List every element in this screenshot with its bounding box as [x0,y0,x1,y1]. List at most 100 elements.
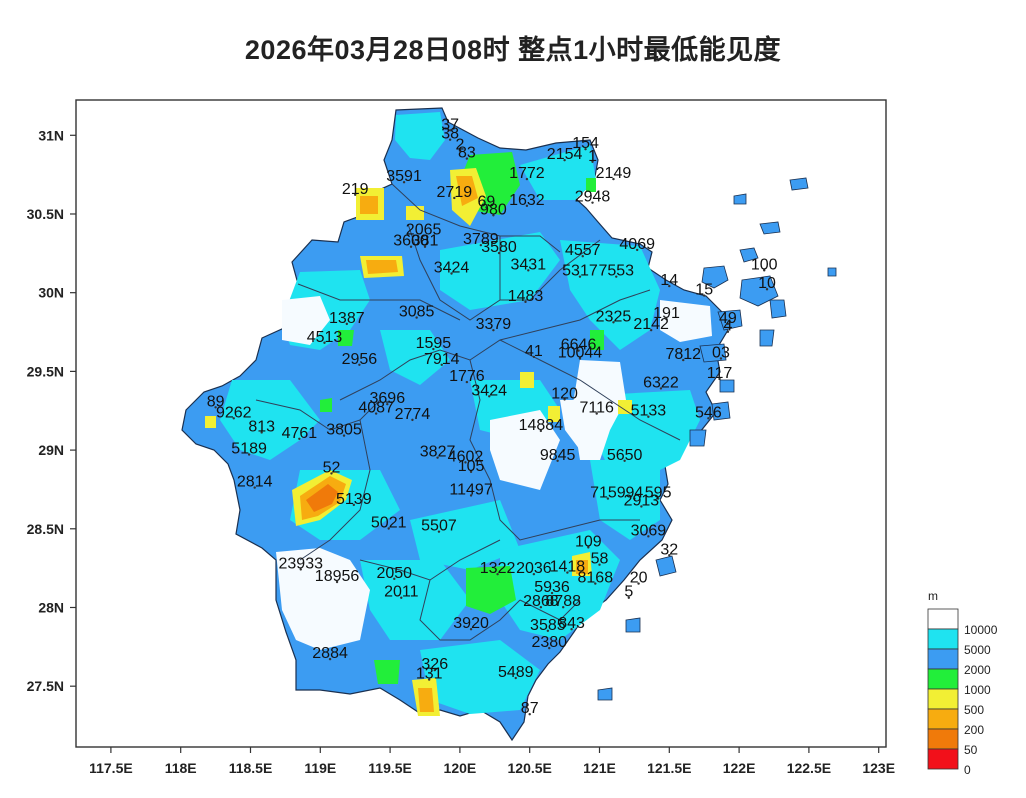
legend-swatch [927,728,959,750]
station-marker [532,355,536,359]
station-marker [587,546,590,549]
station-marker [566,571,569,574]
station-value-label: 4087 [358,400,394,417]
x-tick-label: 119E [304,760,336,776]
station-value-label: 3591 [386,168,422,185]
station-marker [247,453,251,456]
station-value-label: 2142 [633,316,669,333]
station-value-label: 10044 [558,345,603,362]
station-value-label: 7159 [590,485,626,502]
station-value-label: 109 [575,533,602,550]
station-value-label: 4557 [565,242,601,259]
legend-label: 2000 [964,663,991,677]
station-value-label: 8168 [578,570,614,587]
station-value-label: 2050 [376,565,412,582]
station-marker [465,380,469,384]
station-value-label: 37 [441,116,459,133]
station-value-label: 2065 [406,222,442,239]
station-value-label: 1632 [509,192,545,209]
station-value-label: 5189 [231,441,267,458]
station-marker [232,417,235,420]
legend-swatch [927,748,959,770]
station-value-label: 38 [441,126,459,143]
station-value-label: 49 [719,310,737,327]
station-marker [386,402,389,406]
visibility-50-band [306,484,338,512]
station-value-label: 11497 [449,481,492,498]
station-marker [570,628,573,631]
station-marker [432,347,435,351]
station-value-label: 117 [707,365,733,382]
station-marker [563,398,566,401]
station-marker [556,459,559,463]
legend-swatch [927,668,959,690]
station-value-label: 3789 [463,231,499,248]
station-marker [485,206,488,209]
station-marker [719,357,723,360]
station-value-label: 546 [695,404,722,421]
x-tick-label: 123E [862,760,895,776]
station-value-label: 3424 [434,260,470,277]
station-value-label: 15 [695,282,713,299]
station-marker [546,629,550,633]
station-value-label: 1387 [329,310,365,327]
station-value-label: 1772 [509,165,545,182]
station-value-label: 2149 [596,165,632,182]
y-tick-label: 30N [38,285,64,301]
station-marker [415,316,418,319]
station-marker [437,530,441,533]
station-marker [335,580,339,584]
station-value-label: 5139 [336,491,372,508]
x-tick-label: 120.5E [508,760,552,776]
station-value-label: 23933 [279,555,324,572]
x-tick-label: 117.5E [89,760,133,776]
station-value-label: 5507 [421,518,457,535]
legend-swatch [927,648,959,670]
station-value-label: 3696 [370,390,406,407]
station-marker [469,470,473,474]
station-value-label: 94 [626,485,644,502]
station-value-label: 1418 [550,559,586,576]
station-value-label: 87 [521,700,539,717]
y-tick-label: 28.5N [27,521,64,537]
station-marker [479,243,483,247]
station-marker [726,322,730,326]
station-value-label: 41 [525,343,543,360]
y-tick-label: 30.5N [27,206,64,222]
station-value-label: 5021 [371,514,407,531]
station-marker [433,668,436,672]
station-marker [323,341,326,344]
station-value-label: 3600 [393,233,429,250]
y-tick-label: 28N [38,599,64,615]
station-marker [539,429,543,433]
station-marker [450,272,453,275]
station-value-label: 4761 [282,425,318,442]
station-marker [409,245,413,248]
station-value-label: 2948 [575,189,611,206]
station-marker [550,591,554,595]
station-marker [469,494,473,497]
station-value-label: 9845 [540,447,576,464]
legend-label: 10000 [964,623,998,637]
station-marker [765,288,769,291]
y-tick-label: 27.5N [27,678,64,694]
station-value-label: 8788 [545,593,581,610]
station-value-label: 5133 [631,403,667,420]
station-marker [423,245,427,248]
station-value-label: 843 [558,615,585,632]
station-marker [594,582,597,585]
station-value-label: 2814 [237,474,273,491]
station-marker [497,251,501,255]
visibility-10000-band [276,296,712,650]
station-value-label: 83 [458,145,476,162]
station-marker [763,269,766,272]
station-marker [427,678,431,681]
station-marker [595,412,598,415]
station-value-label: 595 [645,485,672,502]
x-tick-label: 122.5E [787,760,831,776]
station-marker [584,147,587,151]
station-value-label: 2913 [624,492,660,509]
station-marker [528,713,531,716]
station-value-label: 2774 [395,406,431,423]
station-marker [469,628,473,631]
